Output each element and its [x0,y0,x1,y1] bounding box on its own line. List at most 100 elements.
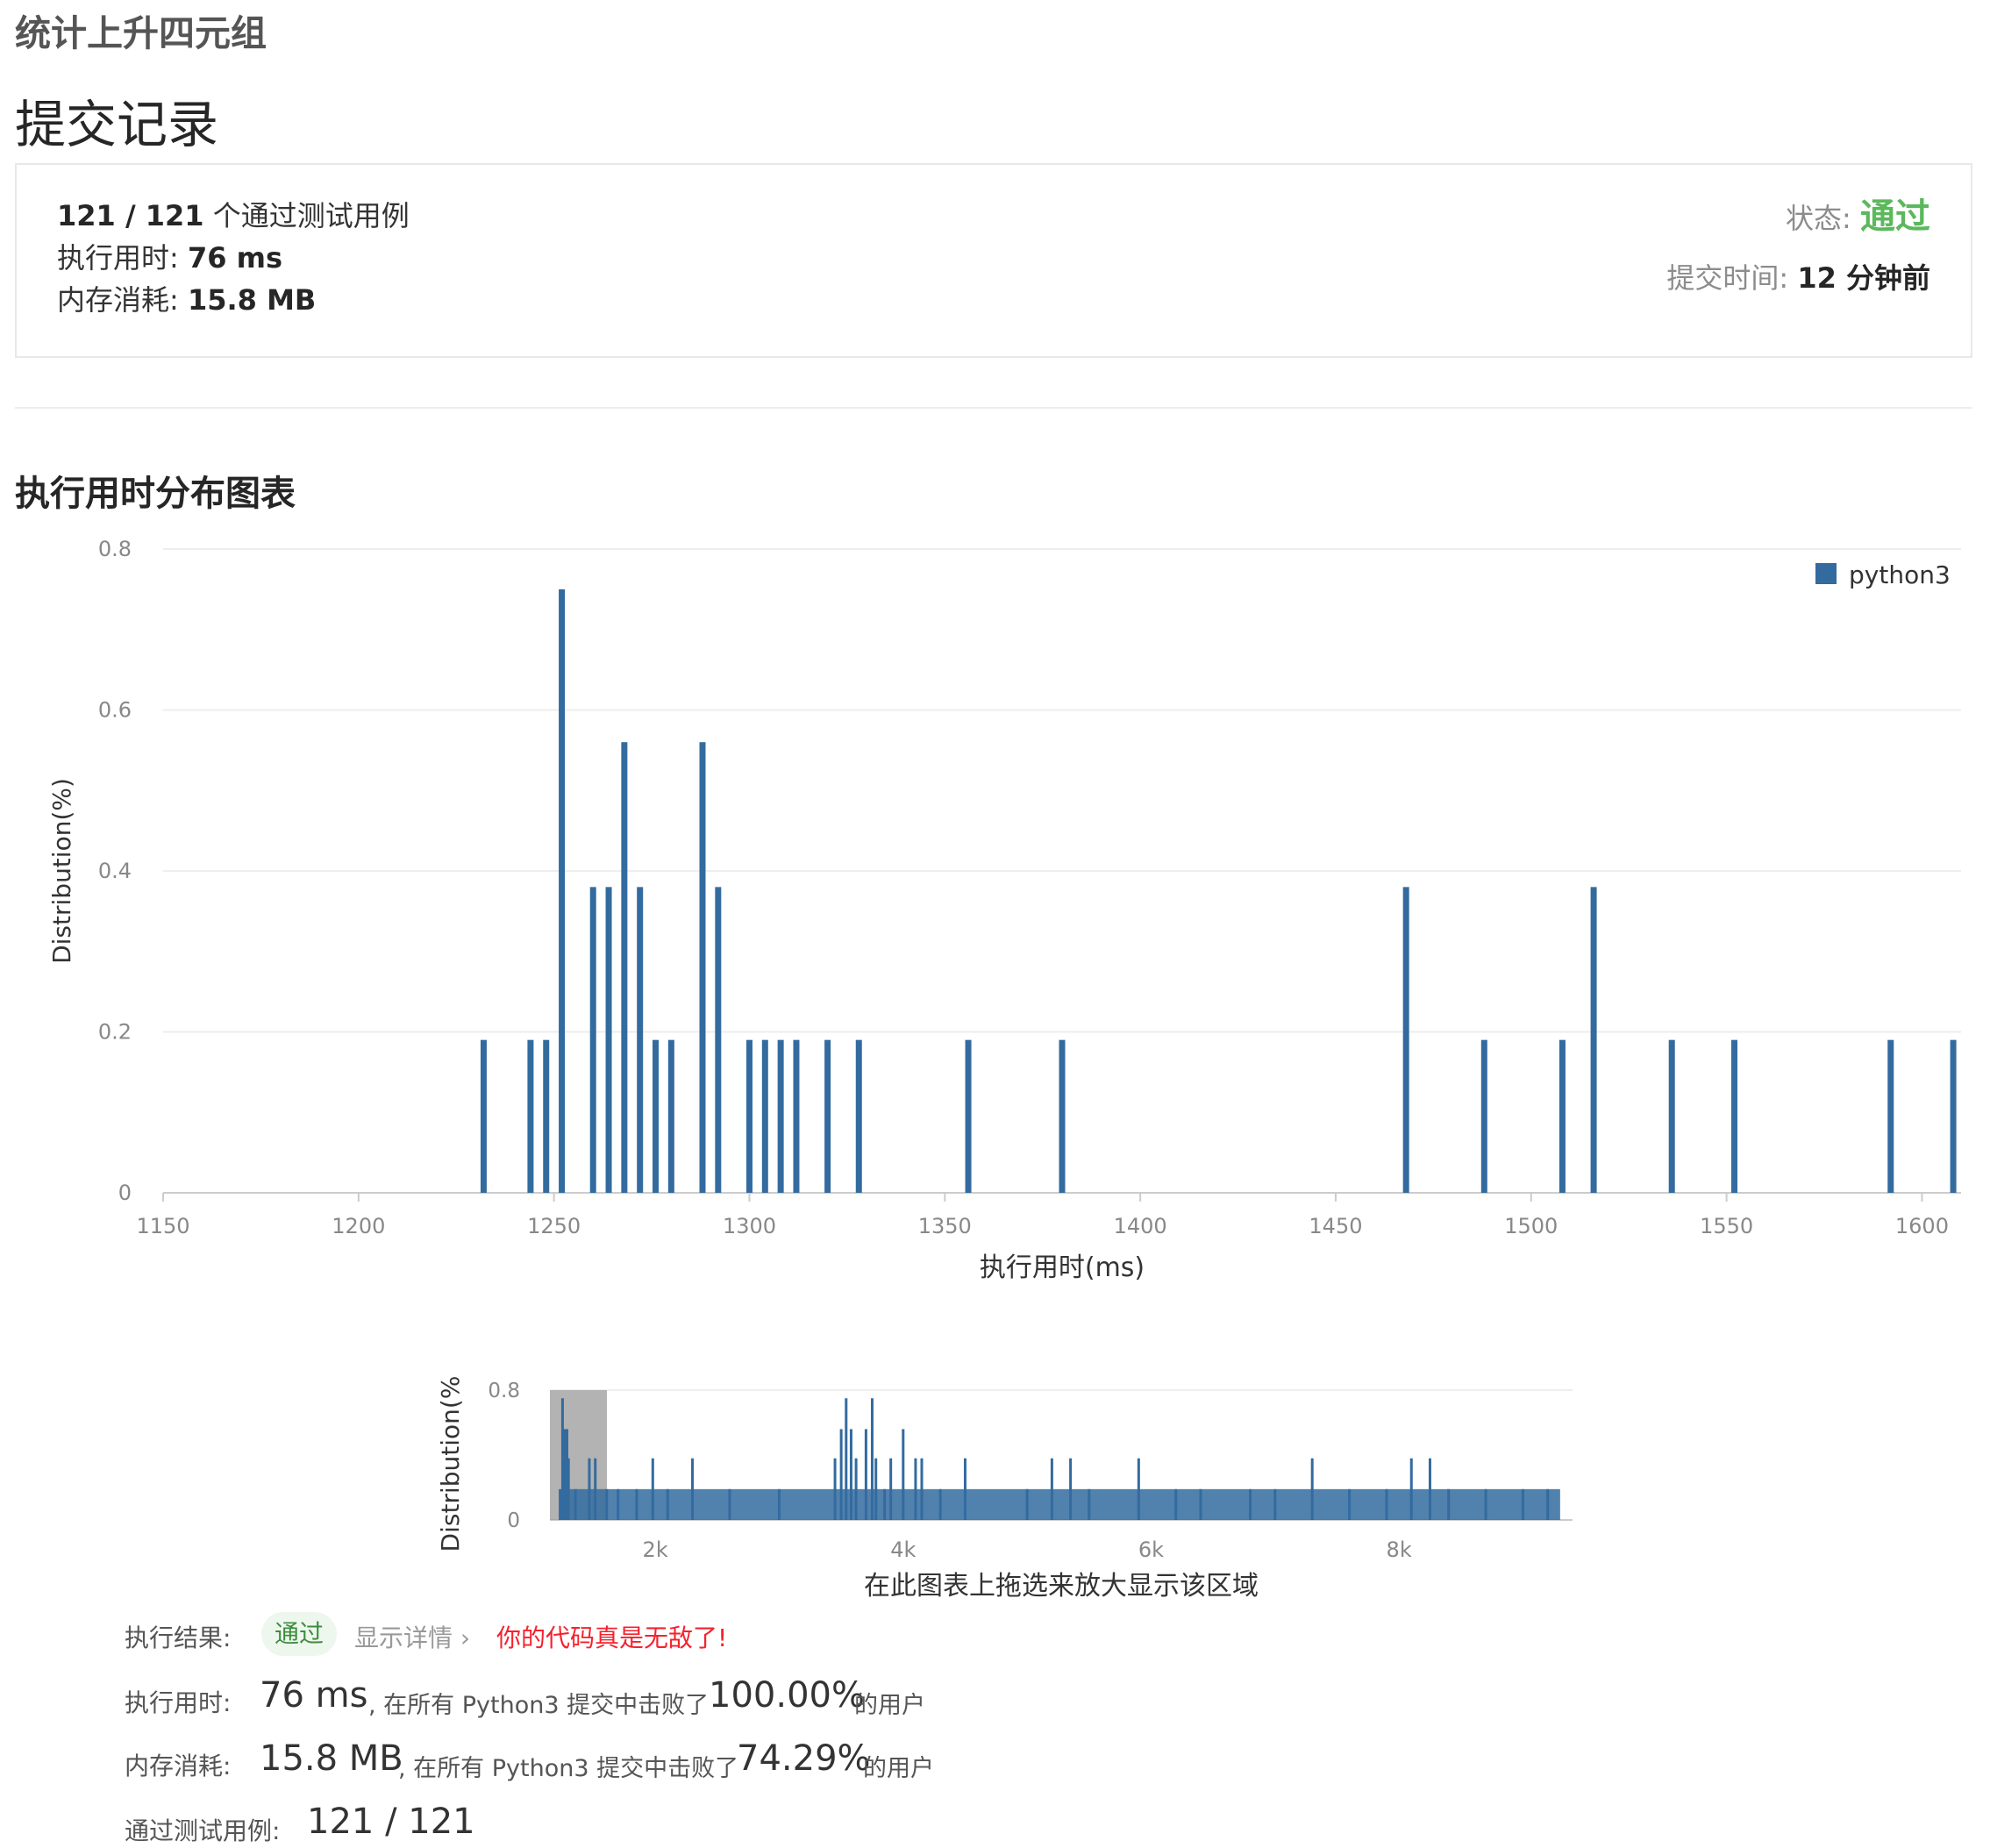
bar [777,1488,781,1520]
bar [1249,1488,1252,1520]
result-memory-percent: 74.29% [737,1738,871,1779]
y-tick-label: 0.6 [98,698,132,723]
x-axis-title: 在此图表上拖选来放大显示该区域 [864,1571,1259,1602]
submit-time-label: 提交时间: [1666,261,1789,295]
result-runtime-text: , 在所有 Python3 提交中击败了 [368,1692,710,1719]
bar [870,1398,874,1520]
bar [567,1458,570,1520]
runtime-label: 执行用时: [57,241,179,275]
show-details-link[interactable]: 显示详情 › [354,1623,471,1652]
overview-chart[interactable]: 0 0.8 2k 4k 6k 8k 在此图表上拖选来放大显示该区域 Distribution(… [0,1351,1990,1614]
bar [883,1488,887,1520]
bar [864,1429,867,1520]
memory-label: 内存消耗: [57,283,179,317]
bar [761,1039,768,1193]
bar [715,887,722,1193]
status-row: 状态: 通过 [1666,191,1930,244]
x-tick-label: 1550 [1700,1214,1753,1238]
submission-summary-card: 121 / 121 个通过测试用例 执行用时: 76 ms 内存消耗: 15.8… [15,163,1972,358]
passed-label: 个通过测试用例 [212,199,410,232]
bar [1385,1488,1388,1520]
y-tick-label: 0 [118,1181,132,1205]
bar [1137,1458,1140,1520]
bar [1887,1039,1894,1193]
bar [1059,1039,1066,1193]
result-cases-value: 121 / 121 [307,1802,475,1842]
result-label: 执行结果: [125,1623,232,1652]
x-tick-label: 1200 [332,1214,385,1238]
x-tick-label: 1300 [723,1214,776,1238]
bar [1428,1458,1431,1520]
bar [849,1429,852,1520]
x-tick-label: 1600 [1895,1214,1949,1238]
y-tick-label: 0.4 [98,859,132,883]
bar [666,1488,669,1520]
passed-count: 121 / 121 [57,199,204,232]
x-tick-label: 2k [643,1538,668,1562]
memory-row: 内存消耗: 15.8 MB [57,279,410,321]
result-memory-suffix: 的用户 [863,1755,934,1782]
page-title: 提交记录 [15,95,219,154]
runtime-distribution-chart[interactable]: 0 0.2 0.4 0.6 0.8 1150 1200 1250 1300 1350 1400 145… [0,526,1990,1298]
bar [889,1458,893,1520]
y-axis-title: Distribution(%) [47,778,76,964]
y-axis-title: Distribution(% [436,1376,465,1552]
bar [1402,887,1409,1193]
submit-time-value: 12 分钟前 [1797,261,1930,295]
bar [1088,1488,1091,1520]
bar [839,1429,843,1520]
bar [793,1039,800,1193]
bar [621,742,628,1193]
bar [965,1039,972,1193]
bar [691,1458,695,1520]
bar [527,1039,534,1193]
praise-message: 你的代码真是无敌了! [496,1623,728,1652]
bar [1484,1488,1487,1520]
bar [1409,1458,1413,1520]
bar [1668,1039,1675,1193]
bar [1950,1039,1957,1193]
result-runtime-suffix: 的用户 [854,1692,925,1719]
bar [1050,1458,1053,1520]
bar [1025,1488,1029,1520]
y-tick-label: 0.8 [488,1380,520,1402]
bar [1480,1039,1487,1193]
bar [1069,1458,1073,1520]
bar [1174,1488,1178,1520]
bar [1273,1488,1277,1520]
bar [480,1039,487,1193]
x-tick-label: 1250 [527,1214,581,1238]
x-tick-label: 4k [890,1538,916,1562]
y-tick-label: 0 [507,1509,520,1532]
bar [559,1488,562,1520]
bar [617,1488,620,1520]
section-title: 执行用时分布图表 [15,474,296,514]
bar [563,1429,567,1520]
submit-time-row: 提交时间: 12 分钟前 [1666,256,1930,296]
bar [833,1458,837,1520]
bar [1546,1488,1550,1520]
bar [1199,1488,1202,1520]
legend-swatch [1815,563,1837,584]
x-tick-label: 1450 [1309,1214,1362,1238]
y-tick-label: 0.2 [98,1020,132,1045]
y-tick-label: 0.8 [98,537,132,561]
bar [1310,1458,1314,1520]
bar [588,1458,591,1520]
result-status-badge: 通过 [261,1612,337,1656]
bar [1590,887,1597,1193]
summary-status: 状态: 通过 提交时间: 12 分钟前 [1666,191,1930,296]
bar [855,1039,862,1193]
problem-title: 统计上升四元组 [15,12,267,54]
bar [1521,1488,1524,1520]
bar [543,1039,550,1193]
bar [1558,1039,1566,1193]
status-value: 通过 [1860,196,1930,237]
bar [920,1458,924,1520]
bar [1731,1039,1738,1193]
bar [637,887,644,1193]
bar [653,1039,660,1193]
bar [574,1488,577,1520]
x-tick-label: 1500 [1504,1214,1558,1238]
result-memory-value: 15.8 MB [260,1738,403,1779]
